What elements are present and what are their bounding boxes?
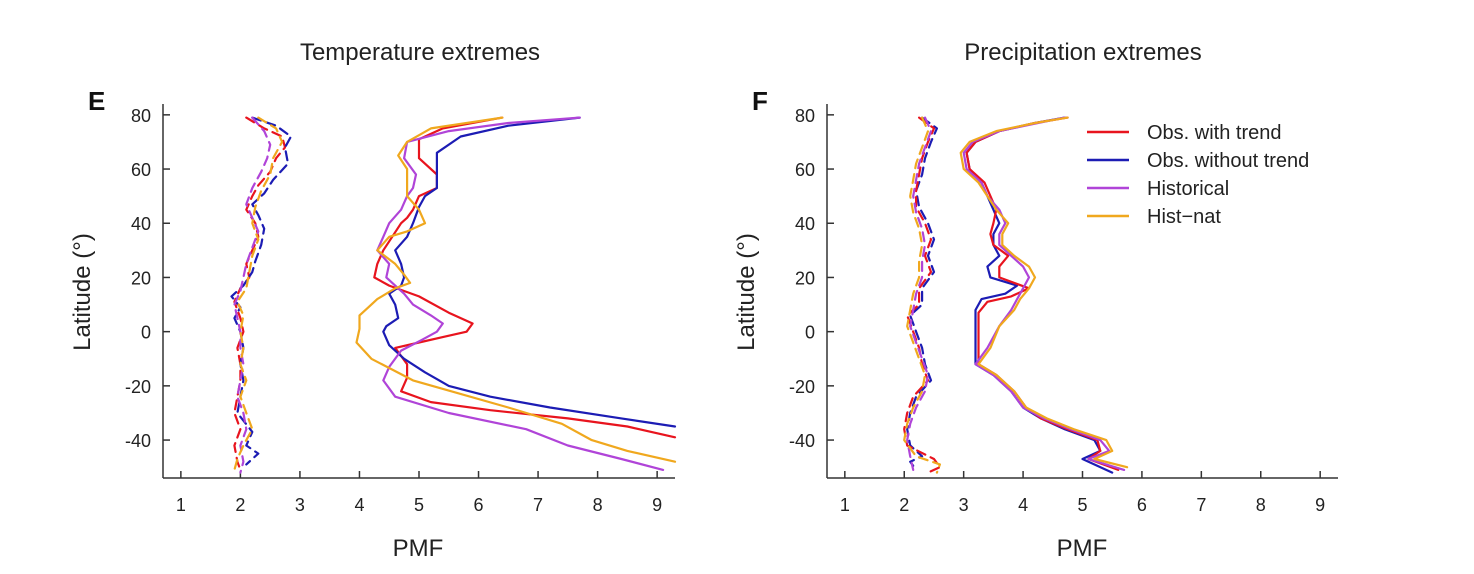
x-tick-label: 1 bbox=[840, 495, 850, 515]
y-tick-label: 80 bbox=[795, 106, 815, 126]
y-tick-label: 0 bbox=[141, 323, 151, 343]
panel-title: Precipitation extremes bbox=[964, 39, 1201, 66]
series-line-dashed-6 bbox=[233, 116, 272, 474]
x-tick-label: 3 bbox=[959, 495, 969, 515]
legend: Obs. with trend Obs. without trend Histori… bbox=[1087, 122, 1309, 228]
series-line-solid-2 bbox=[376, 116, 665, 471]
legend-label: Obs. without trend bbox=[1147, 150, 1309, 172]
x-tick-label: 3 bbox=[295, 495, 305, 515]
series-line-solid-3 bbox=[959, 116, 1129, 469]
series-line-solid-1 bbox=[382, 116, 677, 428]
y-tick-label: 40 bbox=[795, 214, 815, 234]
panel-temperature: Temperature extremes E PMF Latitude (°) … bbox=[69, 39, 677, 562]
ticks: 1 2 3 4 5 6 7 8 9 -40 -20 0 20 40 60 80 bbox=[125, 106, 662, 515]
x-tick-label: 5 bbox=[1077, 495, 1087, 515]
series-line-solid-0 bbox=[965, 116, 1114, 474]
y-tick-label: 20 bbox=[795, 268, 815, 288]
x-tick-label: 8 bbox=[1256, 495, 1266, 515]
y-axis-label: Latitude (°) bbox=[69, 233, 96, 351]
x-tick-label: 5 bbox=[414, 495, 424, 515]
y-tick-label: 40 bbox=[131, 214, 151, 234]
series-line-dashed-5 bbox=[903, 116, 941, 474]
x-axis-label: PMF bbox=[393, 535, 444, 562]
legend-label: Historical bbox=[1147, 178, 1229, 200]
panel-letter: E bbox=[88, 86, 105, 116]
series-group bbox=[903, 116, 1129, 474]
series-line-dashed-7 bbox=[903, 116, 941, 474]
series-line-dashed-5 bbox=[230, 116, 293, 466]
x-tick-label: 4 bbox=[354, 495, 364, 515]
series-group bbox=[230, 116, 677, 474]
y-tick-label: 80 bbox=[131, 106, 151, 126]
x-tick-label: 7 bbox=[1196, 495, 1206, 515]
x-tick-label: 2 bbox=[899, 495, 909, 515]
y-tick-label: 0 bbox=[805, 323, 815, 343]
y-tick-label: 60 bbox=[131, 160, 151, 180]
legend-label: Obs. with trend bbox=[1147, 122, 1282, 144]
x-axis-label: PMF bbox=[1057, 535, 1108, 562]
series-line-solid-0 bbox=[373, 116, 677, 439]
y-tick-label: -20 bbox=[125, 377, 151, 397]
series-line-dashed-7 bbox=[233, 116, 284, 471]
panel-title: Temperature extremes bbox=[300, 39, 540, 66]
x-tick-label: 6 bbox=[474, 495, 484, 515]
series-line-solid-3 bbox=[355, 116, 677, 463]
x-tick-label: 6 bbox=[1137, 495, 1147, 515]
series-line-dashed-6 bbox=[906, 116, 933, 471]
legend-label: Hist−nat bbox=[1147, 206, 1221, 228]
y-tick-label: -40 bbox=[125, 431, 151, 451]
x-tick-label: 2 bbox=[235, 495, 245, 515]
y-axis-label: Latitude (°) bbox=[733, 233, 760, 351]
panel-letter: F bbox=[752, 86, 768, 116]
series-line-dashed-4 bbox=[906, 116, 938, 471]
ticks: 1 2 3 4 5 6 7 8 9 -40 -20 0 20 40 60 80 bbox=[789, 106, 1325, 515]
x-tick-label: 9 bbox=[652, 495, 662, 515]
x-tick-label: 1 bbox=[176, 495, 186, 515]
y-tick-label: 20 bbox=[131, 268, 151, 288]
y-tick-label: -40 bbox=[789, 431, 815, 451]
x-tick-label: 9 bbox=[1315, 495, 1325, 515]
panel-precipitation: Precipitation extremes F PMF Latitude (°… bbox=[733, 39, 1338, 562]
x-tick-label: 4 bbox=[1018, 495, 1028, 515]
y-tick-label: 60 bbox=[795, 160, 815, 180]
x-tick-label: 8 bbox=[593, 495, 603, 515]
x-tick-label: 7 bbox=[533, 495, 543, 515]
y-tick-label: -20 bbox=[789, 377, 815, 397]
